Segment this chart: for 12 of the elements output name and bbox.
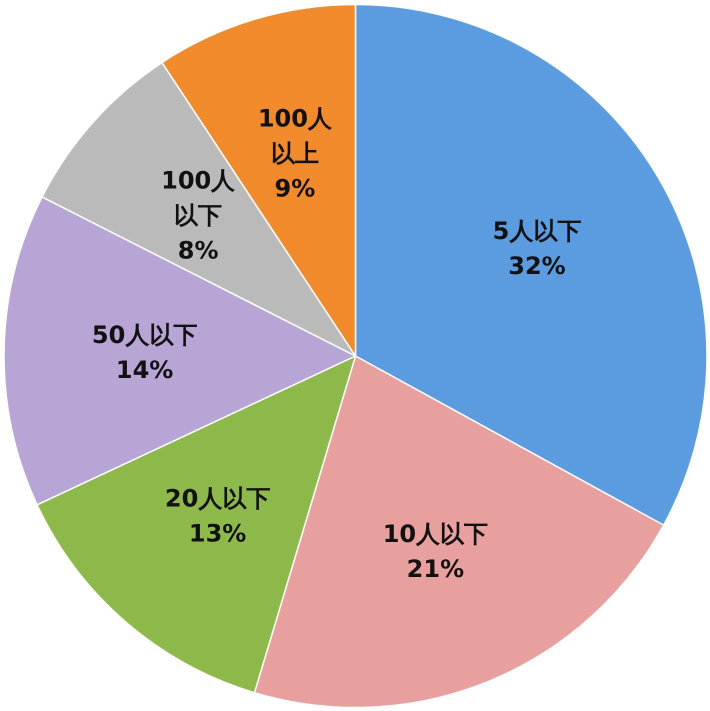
- slice-label: 50人以下: [92, 321, 198, 350]
- data-label: 9%: [274, 174, 316, 203]
- slice-label: 5人以下: [492, 216, 582, 245]
- slice-label: 10人以下: [382, 520, 488, 548]
- data-label: 13%: [188, 519, 246, 548]
- data-label: 14%: [116, 356, 174, 384]
- slice-label: 100人以上: [258, 104, 333, 168]
- slice-label: 100人以下: [161, 166, 236, 230]
- data-label: 21%: [406, 554, 464, 583]
- slice-label: 20人以下: [164, 484, 270, 512]
- data-label: 8%: [178, 236, 219, 264]
- data-label: 32%: [508, 252, 566, 280]
